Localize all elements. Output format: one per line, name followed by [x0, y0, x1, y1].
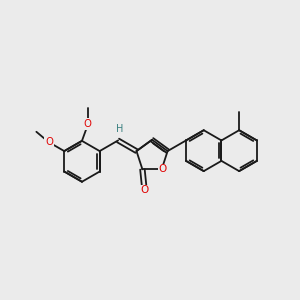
Text: O: O: [158, 164, 166, 174]
Text: H: H: [116, 124, 124, 134]
Text: O: O: [84, 119, 92, 129]
Text: O: O: [140, 185, 148, 195]
Text: O: O: [45, 137, 53, 147]
